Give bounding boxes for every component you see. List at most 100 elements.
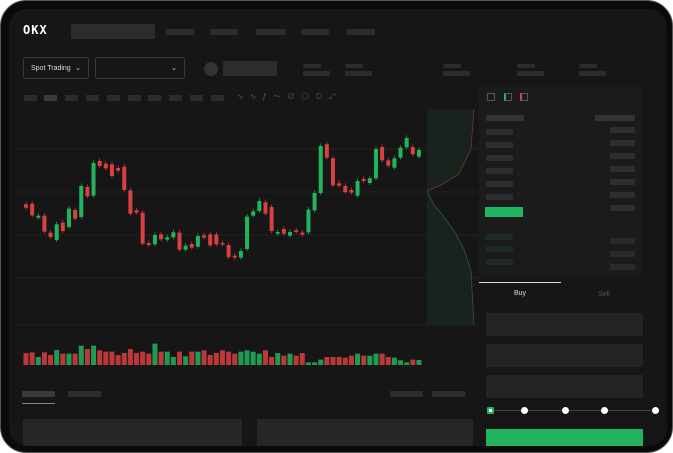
- timeframe-button[interactable]: [190, 95, 203, 101]
- volume-bar: [219, 350, 225, 365]
- okx-logo[interactable]: OKX: [23, 23, 48, 37]
- bottom-tab-active[interactable]: [22, 391, 55, 397]
- volume-bar: [318, 359, 324, 365]
- candle: [367, 178, 372, 183]
- volume-bar: [84, 349, 90, 365]
- nav-item[interactable]: [256, 29, 286, 35]
- candle: [208, 234, 213, 246]
- timeframe-button[interactable]: [24, 95, 37, 101]
- bottom-tab[interactable]: [68, 391, 101, 397]
- volume-bar: [121, 353, 127, 365]
- candle: [226, 245, 231, 257]
- camera-icon[interactable]: ⊙: [314, 92, 329, 101]
- candle: [177, 232, 182, 250]
- price-input[interactable]: [486, 313, 643, 336]
- slider-step-100[interactable]: [652, 407, 659, 414]
- chart-tools[interactable]: ∿∿ƒ〜⊘◎⊙⤢: [237, 91, 341, 102]
- orderbook-asks-icon[interactable]: [520, 93, 528, 101]
- timeframe-button[interactable]: [211, 95, 224, 101]
- volume-bar: [275, 353, 281, 365]
- candle: [54, 224, 59, 240]
- timeframe-button[interactable]: [107, 95, 120, 101]
- volume-bar: [324, 357, 330, 365]
- candle: [398, 147, 403, 158]
- candle: [116, 168, 121, 171]
- candle: [152, 235, 157, 245]
- pair-select[interactable]: ⌄: [95, 57, 185, 79]
- sell-tab[interactable]: Sell: [598, 291, 610, 298]
- nav-item[interactable]: [210, 29, 238, 35]
- draw-icon[interactable]: ⊘: [286, 92, 301, 101]
- stat-label: [517, 64, 535, 68]
- volume-bar: [367, 355, 373, 365]
- bottom-action[interactable]: [390, 391, 423, 397]
- nav-item[interactable]: [301, 29, 329, 35]
- bottom-action[interactable]: [432, 391, 465, 397]
- volume-bar: [164, 351, 170, 365]
- candle: [294, 230, 299, 232]
- nav-item[interactable]: [166, 29, 194, 35]
- slider-step-25[interactable]: [521, 407, 528, 414]
- fullscreen-icon[interactable]: ⤢: [328, 92, 342, 101]
- timeframe-button[interactable]: [44, 95, 57, 101]
- stat-value: [443, 71, 470, 76]
- candle: [159, 234, 164, 240]
- candle: [42, 215, 47, 232]
- search-bar[interactable]: [71, 24, 155, 39]
- coin-icon: [204, 62, 218, 76]
- bid-size: [610, 251, 635, 257]
- orderbook-header: [595, 115, 635, 121]
- volume-bar: [91, 345, 97, 365]
- volume-bar: [103, 351, 109, 365]
- candle: [355, 181, 360, 196]
- fx-icon[interactable]: ƒ: [262, 92, 273, 101]
- slider-step-75[interactable]: [601, 407, 608, 414]
- orderbook-header: [486, 115, 524, 121]
- buy-submit-button[interactable]: [486, 429, 643, 446]
- total-input[interactable]: [486, 375, 643, 398]
- stat-label: [579, 64, 597, 68]
- orderbook-bids-icon[interactable]: [504, 93, 512, 101]
- stat-label: [443, 64, 461, 68]
- ask-size: [610, 140, 635, 146]
- orderbook-both-icon[interactable]: [487, 93, 495, 101]
- pair-price: [223, 61, 277, 76]
- volume-bar: [29, 352, 35, 365]
- settings-icon[interactable]: ◎: [300, 92, 315, 101]
- stat-value: [303, 71, 330, 76]
- candle: [109, 164, 114, 176]
- candle: [171, 232, 176, 238]
- ask-price: [486, 155, 513, 161]
- timeframe-button[interactable]: [65, 95, 78, 101]
- candle: [128, 190, 133, 214]
- amount-input[interactable]: [486, 344, 643, 367]
- volume-bar: [183, 356, 189, 365]
- timeframe-button[interactable]: [148, 95, 161, 101]
- volume-bar: [398, 360, 404, 365]
- slider-step-0[interactable]: [487, 407, 494, 414]
- volume-bar: [226, 351, 232, 365]
- candle: [85, 187, 90, 197]
- indicator-icon[interactable]: ∿: [249, 92, 263, 101]
- volume-bar: [41, 352, 47, 365]
- slider-step-50[interactable]: [562, 407, 569, 414]
- market-type-select[interactable]: Spot Trading ⌄: [23, 57, 89, 79]
- candle: [288, 232, 293, 236]
- timeframe-button[interactable]: [169, 95, 182, 101]
- timeframe-button[interactable]: [128, 95, 141, 101]
- candle: [195, 236, 200, 247]
- line-icon[interactable]: 〜: [272, 92, 287, 101]
- assets-panel: [257, 419, 473, 446]
- candle: [97, 161, 102, 166]
- indicator-icon[interactable]: ∿: [237, 92, 250, 101]
- candlestick-chart[interactable]: [9, 9, 479, 379]
- leverage-slider-track[interactable]: [491, 410, 659, 411]
- nav-item[interactable]: [347, 29, 375, 35]
- buy-tab[interactable]: Buy: [513, 290, 527, 297]
- bid-size: [610, 238, 635, 244]
- timeframe-button[interactable]: [86, 95, 99, 101]
- candle: [257, 201, 262, 211]
- volume-bar: [158, 351, 164, 365]
- candle: [202, 235, 207, 238]
